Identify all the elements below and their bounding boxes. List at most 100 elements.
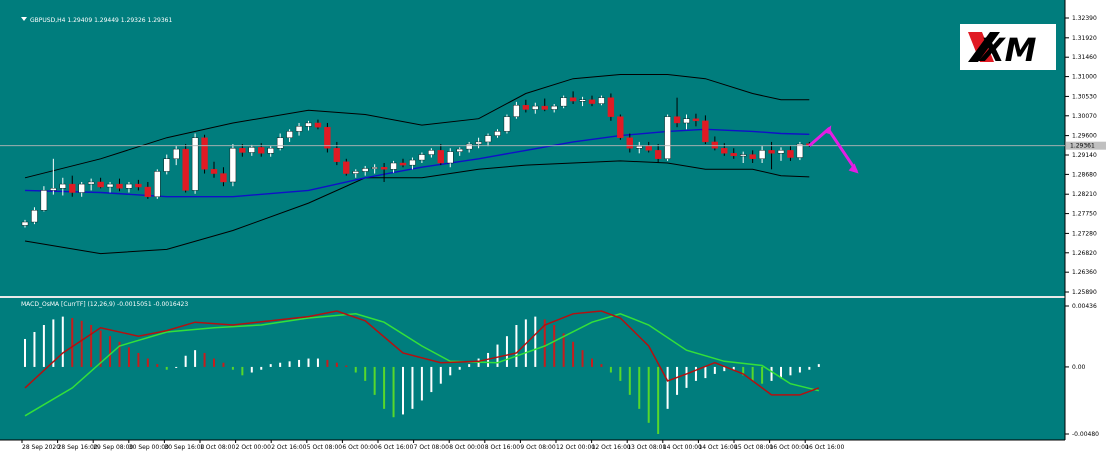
bull-candle bbox=[777, 150, 785, 154]
macd-histogram-bar bbox=[241, 366, 244, 376]
time-tick-label: 12 Oct 00:00 bbox=[556, 444, 595, 451]
macd-histogram-bar bbox=[676, 366, 679, 395]
macd-panel-background bbox=[0, 298, 1065, 440]
macd-histogram-bar bbox=[99, 330, 102, 367]
bull-candle bbox=[362, 168, 369, 172]
macd-histogram-bar bbox=[657, 366, 660, 434]
macd-histogram-bar bbox=[704, 366, 707, 379]
time-tick-label: 7 Oct 08:00 bbox=[414, 444, 449, 451]
xm-logo: XM bbox=[960, 24, 1056, 70]
macd-histogram-bar bbox=[798, 366, 801, 373]
bear-candle bbox=[787, 150, 794, 158]
macd-histogram-bar bbox=[638, 366, 641, 409]
bollinger-upper-line bbox=[24, 74, 810, 179]
macd-histogram-bar bbox=[723, 366, 726, 372]
time-tick-label: 6 Oct 16:00 bbox=[378, 444, 413, 451]
bull-candle bbox=[551, 105, 558, 110]
macd-histogram-bar bbox=[71, 318, 74, 367]
bear-candle bbox=[749, 154, 756, 159]
bull-candle bbox=[636, 145, 643, 149]
bear-candle bbox=[617, 116, 624, 138]
macd-histogram-bar bbox=[411, 366, 414, 409]
price-tick-label: 1.31000 bbox=[1072, 74, 1097, 81]
macd-histogram-bar bbox=[109, 336, 112, 367]
bear-candle bbox=[144, 186, 152, 197]
time-tick-label: 28 Sep 16:00 bbox=[58, 444, 98, 451]
macd-histogram-bar bbox=[335, 362, 338, 367]
time-tick-label: 2 Oct 00:00 bbox=[236, 444, 271, 451]
bull-candle bbox=[664, 116, 671, 159]
bear-candle bbox=[730, 153, 737, 157]
macd-histogram-bar bbox=[761, 366, 764, 384]
time-tick-label: 13 Oct 08:00 bbox=[627, 444, 666, 451]
macd-histogram-bar bbox=[572, 341, 575, 367]
macd-histogram-bar bbox=[364, 366, 367, 381]
bull-candle bbox=[163, 158, 170, 172]
forecast-arrow bbox=[808, 125, 859, 174]
bull-candle bbox=[87, 181, 95, 185]
time-tick-label: 29 Sep 08:00 bbox=[93, 444, 133, 451]
bull-candle bbox=[248, 147, 256, 153]
bear-candle bbox=[721, 148, 728, 154]
price-tick-label: 1.28680 bbox=[1072, 171, 1097, 178]
symbol-dropdown-icon[interactable] bbox=[21, 17, 27, 21]
macd-tick-label: -0.00480 bbox=[1072, 431, 1099, 438]
bear-candle bbox=[380, 167, 388, 170]
time-tick-label: 28 Sep 2020 bbox=[22, 444, 60, 451]
price-axis-background bbox=[1065, 0, 1106, 462]
bull-candle bbox=[31, 210, 38, 223]
bull-candle bbox=[532, 105, 539, 110]
macd-histogram-bar bbox=[619, 366, 622, 381]
price-tick-label: 1.32390 bbox=[1072, 15, 1097, 22]
macd-histogram-bar bbox=[250, 366, 253, 373]
time-tick-label: 1 Oct 08:00 bbox=[200, 444, 235, 451]
time-tick-label: 14 Oct 16:00 bbox=[698, 444, 737, 451]
macd-histogram-bar bbox=[279, 362, 282, 367]
time-tick-label: 12 Oct 16:00 bbox=[592, 444, 631, 451]
price-tick-label: 1.30070 bbox=[1072, 113, 1097, 120]
forecast-arrow-up-head bbox=[823, 125, 832, 135]
candles bbox=[21, 91, 813, 228]
macd-histogram-bar bbox=[534, 316, 537, 367]
price-tick-label: 1.29140 bbox=[1072, 152, 1097, 159]
price-tick-label: 1.26820 bbox=[1072, 250, 1097, 257]
time-tick-label: 14 Oct 00:00 bbox=[663, 444, 702, 451]
macd-histogram-bar bbox=[373, 366, 376, 395]
macd-histogram-bar bbox=[165, 366, 168, 370]
macd-histogram-bar bbox=[184, 355, 187, 367]
macd-histogram-bar bbox=[732, 366, 735, 370]
macd-histogram-bar bbox=[203, 352, 206, 367]
macd-histogram-bar bbox=[685, 366, 688, 388]
bull-candle bbox=[40, 190, 48, 211]
time-tick-label: 16 Oct 16:00 bbox=[805, 444, 844, 451]
current-price-label-bg bbox=[1066, 141, 1106, 150]
macd-histogram-bar bbox=[496, 344, 499, 367]
bear-candle bbox=[97, 181, 104, 188]
bull-candle bbox=[456, 148, 463, 152]
macd-histogram-bar bbox=[260, 366, 263, 370]
macd-histogram-bar bbox=[591, 358, 593, 367]
macd-main-line bbox=[24, 310, 820, 396]
macd-histogram-bar bbox=[647, 366, 650, 423]
price-tick-label: 1.31920 bbox=[1072, 35, 1097, 42]
time-tick-label: 8 Oct 16:00 bbox=[485, 444, 520, 451]
macd-histogram-bar bbox=[42, 325, 45, 367]
bull-candle bbox=[229, 148, 237, 183]
logo-text: XM bbox=[978, 31, 1037, 69]
bear-candle bbox=[333, 148, 341, 162]
bull-candle bbox=[352, 171, 359, 174]
macd-histogram-bar bbox=[562, 333, 565, 367]
macd-histogram-bar bbox=[609, 366, 612, 373]
macd-histogram-bar bbox=[146, 358, 149, 367]
macd-histogram-bar bbox=[439, 366, 442, 384]
price-tick-label: 1.25890 bbox=[1072, 289, 1097, 296]
macd-histogram-bar bbox=[80, 320, 83, 367]
macd-histogram-bar bbox=[326, 359, 329, 367]
time-tick-label: 16 Oct 00:00 bbox=[770, 444, 809, 451]
bull-candle bbox=[494, 131, 501, 136]
macd-histogram-bar bbox=[402, 366, 404, 415]
bear-candle bbox=[201, 137, 208, 170]
macd-histogram-bar bbox=[780, 366, 782, 379]
macd-histogram-bar bbox=[751, 366, 754, 381]
bull-candle bbox=[78, 183, 85, 193]
